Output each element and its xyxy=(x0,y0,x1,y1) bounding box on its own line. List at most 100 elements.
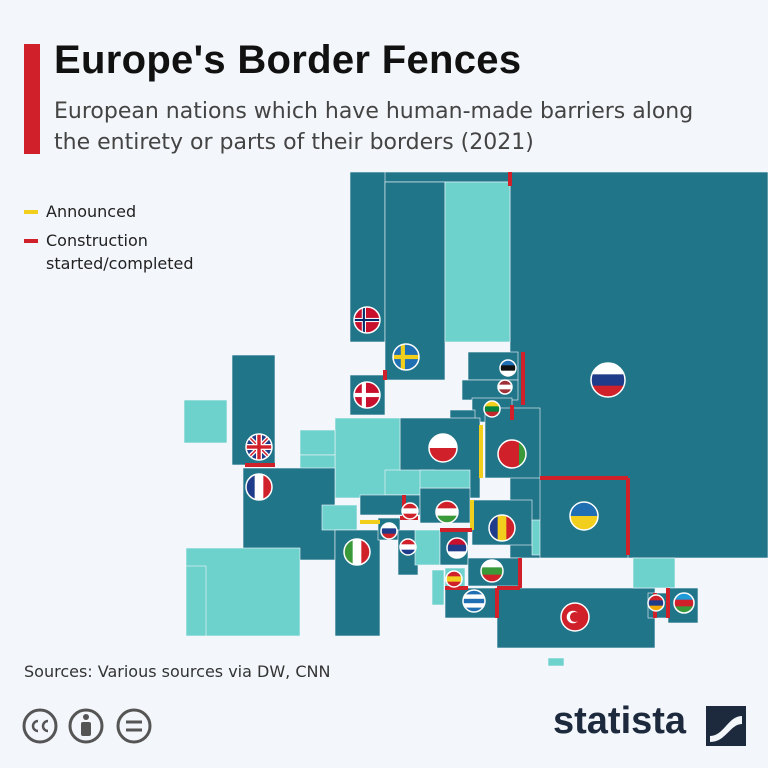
flag-stripe xyxy=(436,515,458,523)
flag xyxy=(498,380,512,394)
country xyxy=(321,504,358,531)
flag-ring xyxy=(245,433,273,461)
flag-stripe xyxy=(381,523,397,529)
flag-stripe xyxy=(463,598,485,604)
flag-stripe xyxy=(498,440,506,468)
flag-stripe xyxy=(498,384,512,390)
flag-stripe xyxy=(481,567,503,576)
flag-stripe xyxy=(500,370,516,376)
flag xyxy=(344,539,370,565)
flag-ring xyxy=(497,439,527,469)
flag-stripe xyxy=(463,607,485,612)
flag-ring xyxy=(353,306,381,334)
brand-logo xyxy=(706,706,746,746)
flag-ring xyxy=(392,343,420,371)
flag-stripe xyxy=(484,411,500,417)
flag-stripe xyxy=(497,515,507,541)
legend-label: Announced xyxy=(46,202,137,221)
flag-stripe xyxy=(400,539,416,545)
accent-bar xyxy=(24,44,40,154)
legend-item: Announced xyxy=(24,200,246,223)
legend-item: Construction started/completed xyxy=(24,229,246,275)
flag-stripe xyxy=(481,574,503,582)
flag-stripe xyxy=(570,502,598,517)
flag-stripe xyxy=(674,593,694,601)
flag-stripe xyxy=(447,538,467,546)
flag-stripe xyxy=(402,513,418,519)
flag-stripe xyxy=(446,571,462,577)
flag-cross xyxy=(246,445,272,449)
flag-ring xyxy=(380,522,398,540)
subtitle: European nations which have human-made b… xyxy=(54,99,694,155)
legend-swatch xyxy=(24,239,38,243)
flag xyxy=(436,501,458,523)
country xyxy=(632,557,676,589)
flag-stripe xyxy=(400,544,416,551)
flag xyxy=(381,523,397,539)
flag-stripe xyxy=(591,385,625,397)
flag-stripe xyxy=(463,594,485,600)
flag-ring xyxy=(483,400,501,418)
flag-ring xyxy=(569,501,599,531)
flag-cross xyxy=(354,392,380,398)
flag-stripe xyxy=(463,590,485,595)
flag-stripe xyxy=(429,434,457,449)
source: Sources: Various sources via DW, CNN xyxy=(24,662,331,681)
flag-stripe xyxy=(246,474,256,500)
flag-stripe xyxy=(254,474,264,500)
flag-stripe xyxy=(591,374,625,387)
flag xyxy=(561,603,589,631)
flag-stripe xyxy=(381,533,397,539)
flag-ring xyxy=(446,537,468,559)
flag-stripe xyxy=(381,528,397,535)
title: Europe's Border Fences xyxy=(54,38,522,82)
flag-stripe xyxy=(489,515,499,541)
flag-cross xyxy=(393,354,419,360)
country xyxy=(185,565,207,637)
flag-stripe xyxy=(344,539,354,565)
flag-ring xyxy=(497,379,513,395)
flag xyxy=(498,440,526,468)
flag-stripe xyxy=(674,599,694,607)
country xyxy=(183,399,228,444)
flag-stripe xyxy=(446,581,462,587)
flag-stripe xyxy=(570,516,598,530)
flag-ring xyxy=(647,594,665,612)
flag-ring xyxy=(560,602,590,632)
flag-stripe xyxy=(402,508,418,515)
flag-stripe xyxy=(447,551,467,558)
flag xyxy=(484,401,500,417)
brand: statista xyxy=(553,700,687,742)
flag-ring xyxy=(462,589,486,613)
flag-ring xyxy=(445,570,463,588)
flag-stripe xyxy=(505,440,513,468)
flag-stripe xyxy=(446,576,462,583)
flag-stripe xyxy=(484,406,500,413)
flag-stripe xyxy=(429,448,457,462)
flag-stripe xyxy=(519,440,526,468)
flag xyxy=(402,503,418,519)
flag-stripe xyxy=(436,501,458,509)
flag xyxy=(591,363,625,397)
flag-ring xyxy=(428,433,458,463)
flag-ring xyxy=(435,500,459,524)
flag-stripe xyxy=(436,508,458,517)
flag xyxy=(447,538,467,558)
legend-swatch xyxy=(24,210,38,214)
flag-stripe xyxy=(447,544,467,552)
license-icons xyxy=(22,708,152,744)
flag xyxy=(400,539,416,555)
country xyxy=(419,469,471,489)
country xyxy=(299,429,336,456)
legend-label: Construction started/completed xyxy=(46,231,194,273)
flag-stripe xyxy=(498,380,512,386)
flag-stripe xyxy=(512,440,520,468)
flag-ring xyxy=(499,359,517,377)
flag-ring xyxy=(245,473,273,501)
flag-stripe xyxy=(591,363,625,375)
flag-stripe xyxy=(648,605,664,611)
flag xyxy=(648,595,664,611)
flag-ring xyxy=(480,559,504,583)
flag-ring xyxy=(673,592,695,614)
